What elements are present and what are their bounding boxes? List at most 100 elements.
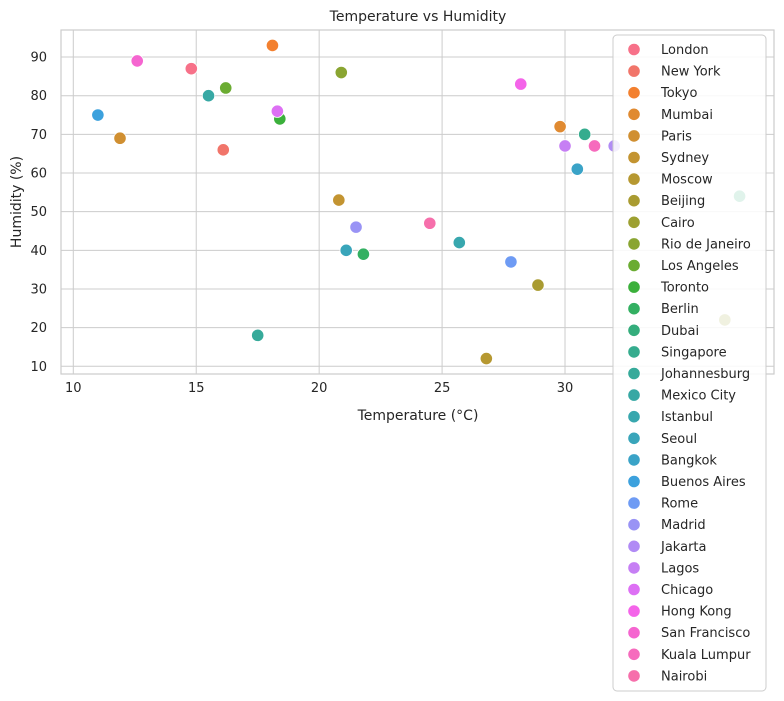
data-point [184, 62, 198, 76]
legend-marker [627, 172, 641, 186]
legend-label: Berlin [661, 302, 699, 317]
legend-marker [627, 518, 641, 532]
y-tick-label: 60 [30, 167, 47, 182]
legend-marker [627, 42, 641, 57]
legend-label: Chicago [661, 583, 713, 598]
data-point [219, 81, 233, 95]
legend-label: Paris [661, 129, 692, 144]
y-tick-label: 80 [30, 89, 47, 104]
data-point [452, 235, 466, 250]
legend-label: Mumbai [661, 108, 713, 123]
legend-label: Hong Kong [661, 605, 732, 620]
y-tick-label: 30 [30, 282, 47, 297]
tick-labels: 10 15 20 25 30 10 20 30 40 50 60 70 80 90 [30, 51, 573, 396]
data-point [423, 216, 437, 230]
data-point [558, 139, 572, 153]
legend-marker [627, 453, 641, 467]
legend-label: Madrid [661, 518, 706, 533]
legend-marker [627, 64, 641, 78]
legend-marker [627, 237, 641, 251]
data-points [91, 38, 747, 366]
legend-marker [627, 474, 641, 489]
data-point [504, 255, 518, 269]
legend-label: Buenos Aires [661, 475, 746, 490]
data-point [91, 108, 105, 122]
legend-marker [627, 194, 641, 208]
legend-marker [627, 258, 641, 273]
data-point [587, 139, 602, 153]
y-tick-label: 50 [30, 205, 47, 220]
data-point [332, 193, 346, 207]
data-point [251, 328, 265, 342]
legend-marker [627, 410, 641, 424]
legend-label: Tokyo [660, 86, 697, 101]
legend-label: Kuala Lumpur [661, 648, 751, 663]
legend-label: Johannesburg [660, 367, 750, 382]
legend-marker [627, 539, 641, 553]
legend-label: Nairobi [661, 669, 707, 684]
data-point [201, 89, 216, 103]
y-tick-label: 20 [30, 321, 47, 336]
legend-label: Sydney [661, 151, 709, 166]
legend-label: Los Angeles [661, 259, 739, 274]
data-point [356, 247, 371, 261]
data-point [265, 38, 280, 53]
legend-marker [627, 150, 641, 165]
legend-label: Lagos [661, 561, 699, 576]
data-point [270, 104, 284, 118]
data-point [578, 127, 592, 141]
legend-marker [627, 345, 641, 359]
y-tick-label: 90 [30, 51, 47, 66]
legend-label: Istanbul [661, 410, 713, 425]
legend-label: New York [661, 65, 721, 80]
data-point [531, 278, 545, 292]
data-point [113, 131, 127, 145]
data-point [334, 65, 348, 80]
legend-label: London [661, 43, 709, 58]
data-point [570, 162, 584, 176]
legend-label: Rio de Janeiro [661, 237, 751, 252]
legend-marker [627, 388, 641, 402]
legend-marker [627, 366, 641, 381]
x-tick-label: 15 [188, 381, 205, 396]
data-point [339, 243, 353, 257]
legend-label: San Francisco [661, 626, 750, 641]
data-point [514, 77, 528, 91]
legend-marker [627, 561, 641, 575]
legend-label: Singapore [661, 345, 727, 360]
legend-marker [627, 626, 641, 640]
x-tick-label: 25 [434, 381, 451, 396]
x-tick-label: 30 [557, 381, 574, 396]
legend-label: Toronto [660, 281, 709, 296]
y-tick-label: 40 [30, 244, 47, 259]
chart-title: Temperature vs Humidity [329, 9, 507, 25]
y-axis-label: Humidity (%) [9, 156, 25, 248]
plot-area [60, 29, 775, 375]
legend-box [612, 34, 767, 692]
data-point [553, 120, 567, 134]
data-point [216, 143, 230, 157]
legend-marker [627, 431, 641, 445]
y-tick-label: 10 [30, 360, 47, 375]
legend-marker [627, 582, 641, 597]
legend: London New York Tokyo Mumbai Paris Sydney Mosc… [612, 34, 767, 692]
legend-label: Dubai [661, 324, 699, 339]
legend-marker [627, 302, 641, 316]
legend-label: Rome [661, 497, 698, 512]
legend-marker [627, 647, 641, 661]
legend-marker [627, 215, 641, 229]
legend-marker [627, 604, 641, 618]
x-tick-label: 20 [311, 381, 328, 396]
legend-label: Bangkok [661, 453, 717, 468]
legend-marker [627, 86, 641, 100]
legend-label: Cairo [661, 216, 695, 231]
data-point [479, 351, 493, 366]
legend-label: Jakarta [660, 540, 706, 555]
legend-label: Seoul [661, 432, 697, 447]
legend-marker [627, 496, 641, 510]
legend-marker [627, 280, 641, 294]
legend-label: Beijing [661, 194, 705, 209]
legend-label: Moscow [661, 173, 713, 188]
data-point [349, 220, 363, 234]
